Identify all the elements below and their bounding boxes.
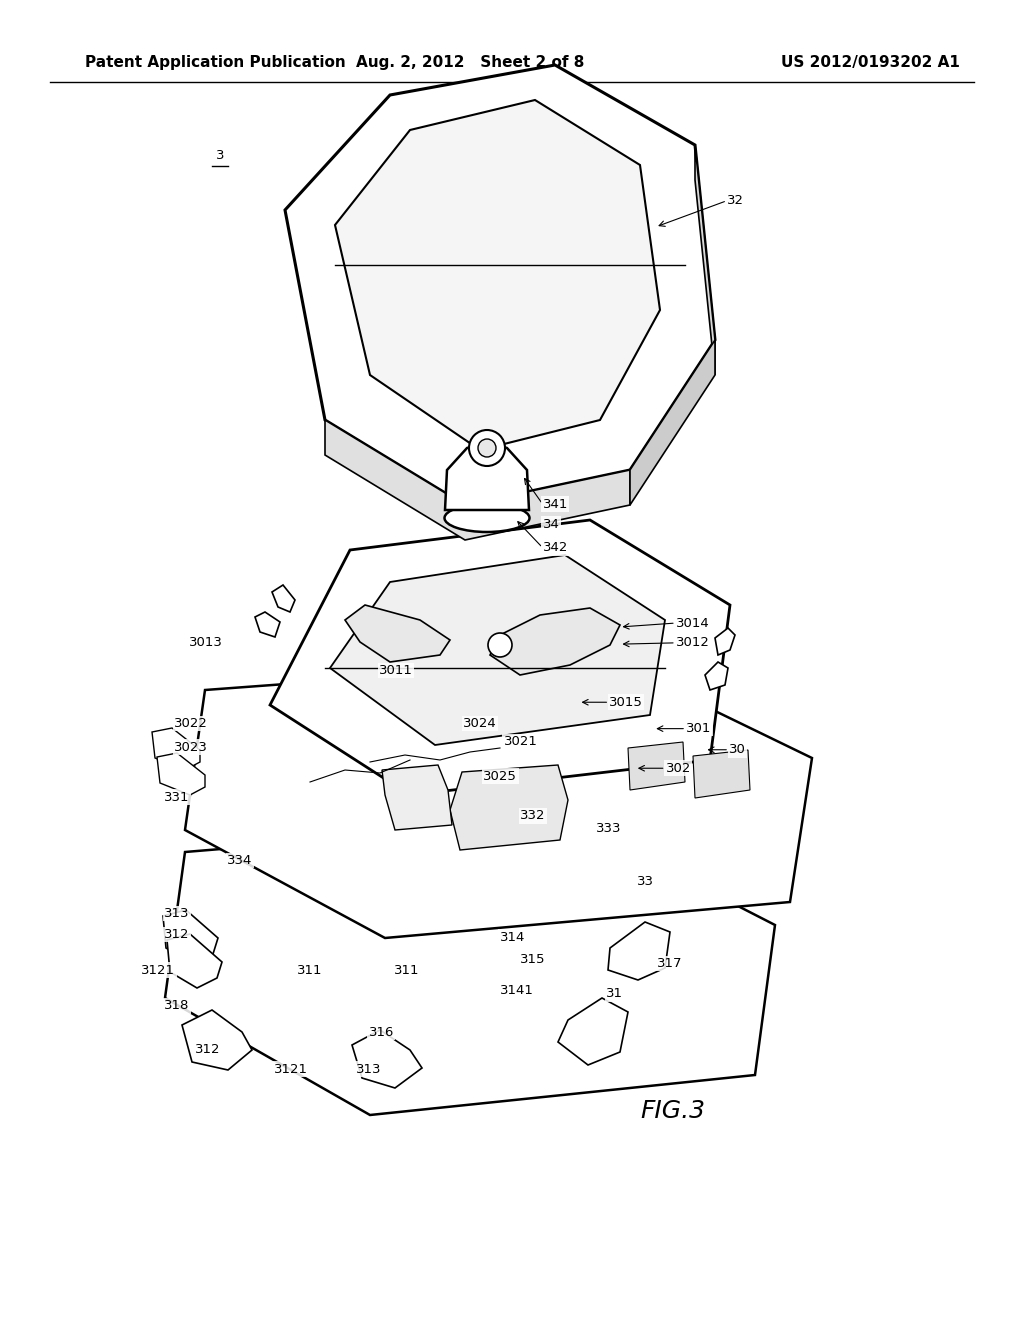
Polygon shape	[608, 921, 670, 979]
Polygon shape	[445, 442, 529, 510]
Text: 317: 317	[657, 957, 683, 970]
Text: 3012: 3012	[676, 636, 710, 649]
Text: 3121: 3121	[274, 1063, 308, 1076]
Text: 333: 333	[596, 822, 622, 836]
Circle shape	[469, 430, 505, 466]
Text: 312: 312	[195, 1043, 220, 1056]
Text: 3025: 3025	[483, 770, 517, 783]
Text: 3011: 3011	[379, 664, 413, 677]
Text: 3022: 3022	[174, 717, 208, 730]
Text: 31: 31	[606, 987, 624, 1001]
Polygon shape	[715, 628, 735, 655]
Text: 3023: 3023	[174, 741, 208, 754]
Polygon shape	[352, 1030, 422, 1088]
Polygon shape	[382, 766, 452, 830]
Text: Patent Application Publication: Patent Application Publication	[85, 54, 346, 70]
Circle shape	[478, 440, 496, 457]
Text: 30: 30	[729, 743, 745, 756]
Text: 33: 33	[637, 875, 654, 888]
Text: 3141: 3141	[500, 983, 534, 997]
Circle shape	[488, 634, 512, 657]
Text: 3024: 3024	[463, 717, 497, 730]
Polygon shape	[165, 820, 775, 1115]
Text: 34: 34	[543, 517, 559, 531]
Text: 301: 301	[686, 722, 712, 735]
Text: 318: 318	[164, 999, 189, 1012]
Polygon shape	[695, 145, 715, 375]
Polygon shape	[693, 750, 750, 799]
Polygon shape	[157, 752, 205, 795]
Text: 313: 313	[164, 907, 189, 920]
Text: 334: 334	[227, 854, 253, 867]
Text: 3121: 3121	[141, 964, 175, 977]
Polygon shape	[630, 341, 715, 506]
Polygon shape	[335, 100, 660, 450]
Text: 302: 302	[666, 762, 691, 775]
Polygon shape	[325, 420, 630, 540]
Polygon shape	[182, 1010, 252, 1071]
Text: 332: 332	[520, 809, 546, 822]
Polygon shape	[490, 609, 620, 675]
Polygon shape	[345, 605, 450, 663]
Text: 311: 311	[297, 964, 323, 977]
Text: 313: 313	[356, 1063, 382, 1076]
Polygon shape	[270, 520, 730, 795]
Polygon shape	[152, 729, 200, 770]
Text: 3015: 3015	[609, 696, 643, 709]
Text: FIG.3: FIG.3	[640, 1100, 705, 1123]
Polygon shape	[285, 65, 715, 506]
Text: 312: 312	[164, 928, 189, 941]
Ellipse shape	[444, 504, 529, 532]
Text: 331: 331	[164, 791, 189, 804]
Polygon shape	[330, 554, 665, 744]
Polygon shape	[167, 935, 222, 987]
Text: 3013: 3013	[189, 636, 223, 649]
Polygon shape	[450, 766, 568, 850]
Polygon shape	[255, 612, 280, 638]
Text: 32: 32	[727, 194, 744, 207]
Polygon shape	[163, 909, 218, 964]
Polygon shape	[705, 663, 728, 690]
Polygon shape	[185, 660, 812, 939]
Text: 316: 316	[369, 1026, 394, 1039]
Polygon shape	[272, 585, 295, 612]
Text: 3: 3	[216, 149, 224, 162]
Text: 3021: 3021	[504, 735, 538, 748]
Text: 3014: 3014	[676, 616, 710, 630]
Text: Aug. 2, 2012   Sheet 2 of 8: Aug. 2, 2012 Sheet 2 of 8	[355, 54, 584, 70]
Text: US 2012/0193202 A1: US 2012/0193202 A1	[780, 54, 959, 70]
Text: 342: 342	[543, 541, 568, 554]
Text: 315: 315	[520, 953, 546, 966]
Text: 311: 311	[394, 964, 420, 977]
Text: 341: 341	[543, 498, 568, 511]
Polygon shape	[558, 998, 628, 1065]
Text: 314: 314	[500, 931, 525, 944]
Polygon shape	[628, 742, 685, 789]
